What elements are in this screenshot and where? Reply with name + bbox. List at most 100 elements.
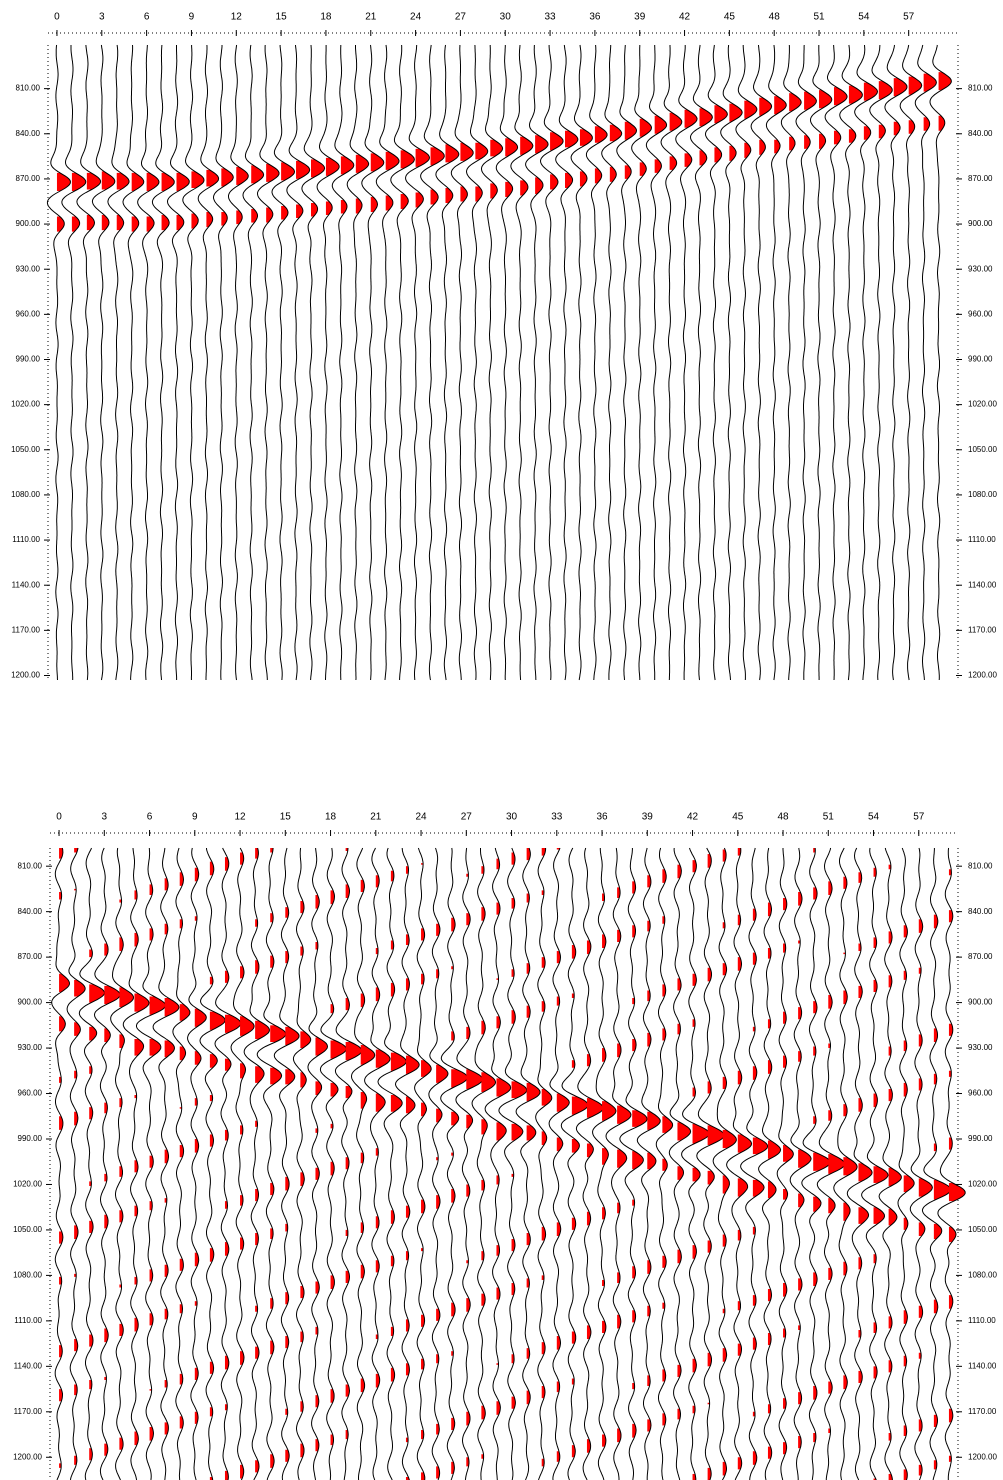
trace-fill: [654, 115, 667, 173]
trace: [681, 847, 710, 1480]
x-tick-label: 21: [365, 12, 377, 23]
x-tick-label: 42: [679, 12, 691, 23]
x-tick-label: 48: [769, 12, 781, 23]
trace: [645, 45, 668, 680]
trace: [428, 847, 449, 1480]
trace-fill: [460, 142, 474, 202]
trace: [937, 847, 966, 1480]
y-tick-label-right: 900.00: [968, 219, 993, 228]
trace: [585, 44, 608, 681]
trace-fill: [179, 872, 190, 1429]
trace: [440, 847, 468, 1480]
trace: [660, 45, 683, 681]
trace: [758, 847, 782, 1480]
y-tick-label-right: 1200.00: [968, 1452, 997, 1461]
x-tick-label: 3: [99, 12, 105, 23]
x-tick-label: 12: [231, 12, 243, 23]
trace: [394, 847, 420, 1480]
trace-fill: [873, 867, 889, 1480]
trace: [929, 44, 952, 681]
y-tick-label-right: 1020.00: [968, 1180, 997, 1189]
trace-fill: [430, 147, 445, 205]
trace-fill: [221, 168, 234, 226]
trace-fill: [101, 171, 115, 231]
trace-fill: [699, 108, 713, 166]
trace: [535, 848, 553, 1480]
trace-fill: [421, 863, 432, 1480]
trace-fill: [74, 848, 86, 1465]
trace: [605, 847, 632, 1480]
y-tick-label-right: 990.00: [968, 355, 993, 364]
trace: [854, 44, 879, 681]
trace: [636, 847, 661, 1480]
trace-fill: [496, 858, 511, 1415]
trace: [110, 847, 135, 1480]
trace-fill: [255, 848, 270, 1473]
y-tick-label-right: 840.00: [968, 129, 993, 138]
trace-fill: [370, 153, 384, 213]
trace: [78, 847, 106, 1480]
y-tick-label-left: 1020.00: [11, 400, 40, 409]
y-tick-label-right: 1110.00: [968, 535, 996, 544]
y-tick-label-left: 960.00: [18, 1089, 43, 1098]
trace: [230, 847, 255, 1480]
y-tick-label-right: 840.00: [968, 907, 993, 916]
trace: [884, 44, 908, 681]
trace-fill: [863, 82, 878, 140]
trace: [46, 44, 72, 681]
x-tick-label: 30: [506, 812, 518, 823]
trace-fill: [579, 129, 593, 187]
x-tick-label: 30: [500, 12, 512, 23]
y-tick-label-left: 870.00: [16, 174, 41, 183]
trace-fill: [602, 893, 616, 1447]
trace: [471, 848, 497, 1480]
y-tick-label-right: 1200.00: [968, 671, 997, 680]
trace: [361, 44, 385, 681]
y-tick-label-right: 1140.00: [968, 580, 997, 589]
trace: [619, 848, 648, 1480]
x-tick-label: 45: [724, 12, 736, 23]
y-tick-label-left: 1140.00: [14, 1361, 43, 1370]
trace-fill: [923, 73, 937, 131]
trace-fill: [624, 121, 637, 179]
x-tick-label: 45: [732, 812, 744, 823]
trace-fill: [759, 97, 772, 155]
y-tick-label-right: 990.00: [968, 1134, 993, 1143]
trace-fill: [550, 132, 564, 190]
x-tick-label: 36: [589, 12, 601, 23]
y-tick-label-left: 1170.00: [12, 625, 41, 634]
x-tick-label: 51: [823, 812, 835, 823]
x-tick-label: 39: [642, 812, 654, 823]
trace: [740, 847, 769, 1480]
trace-fill: [511, 852, 527, 1409]
trace: [712, 847, 737, 1480]
trace: [575, 847, 604, 1480]
trace: [301, 44, 326, 681]
trace-fill: [251, 165, 264, 223]
trace: [420, 44, 445, 681]
x-tick-label: 3: [102, 812, 108, 823]
y-tick-label-left: 840.00: [16, 129, 41, 138]
trace-fill: [415, 148, 430, 208]
trace-fill: [104, 943, 121, 1456]
y-tick-label-right: 1080.00: [968, 490, 997, 499]
trace: [765, 44, 787, 681]
trace-fill: [774, 96, 787, 154]
x-tick-label: 18: [320, 12, 332, 23]
trace-fill: [677, 864, 691, 1420]
trace: [789, 847, 812, 1480]
y-tick-label-left: 1050.00: [11, 445, 40, 454]
x-tick-label: 36: [596, 812, 608, 823]
x-tick-label: 33: [545, 12, 557, 23]
trace: [350, 847, 376, 1480]
trace-fill: [684, 109, 698, 167]
trace: [555, 44, 579, 681]
trace: [151, 44, 175, 681]
trace: [243, 847, 271, 1480]
trace-fill: [466, 873, 483, 1467]
y-tick-label-left: 990.00: [18, 1134, 43, 1143]
trace-fill: [481, 866, 496, 1459]
trace: [675, 45, 698, 681]
trace: [878, 847, 902, 1480]
